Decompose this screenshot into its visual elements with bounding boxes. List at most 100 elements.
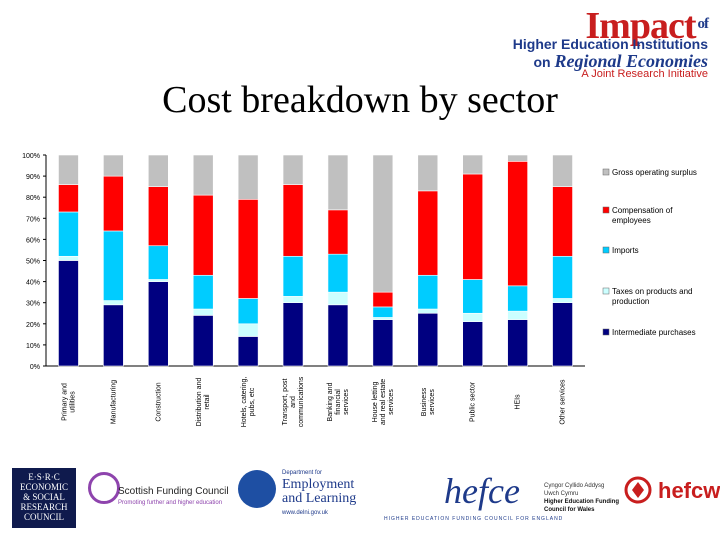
impact-logo: Impact of Higher Education Institutions o… <box>492 4 716 84</box>
x-tick-label: Primary andutilities <box>61 383 76 421</box>
bar-segment <box>417 154 439 192</box>
logo-line-regional: on Regional Economies <box>533 51 708 71</box>
bar-segment <box>237 298 259 325</box>
bar-segment <box>237 154 259 200</box>
x-tick-label: Banking andfinancialservices <box>327 382 350 421</box>
bar-segment <box>417 308 439 314</box>
bar-segment <box>103 304 124 367</box>
x-tick-label: Public sector <box>470 381 477 422</box>
bar-segment <box>237 199 259 299</box>
bar-segment <box>327 154 349 211</box>
bar-segment <box>372 154 394 293</box>
bar-segment <box>147 186 169 247</box>
hefce-wordmark: hefce <box>444 471 520 511</box>
bar-segment <box>552 154 573 187</box>
del-globe-icon <box>238 470 276 508</box>
bar-segment <box>237 323 259 337</box>
y-tick-label: 20% <box>26 322 40 329</box>
bar-segment <box>147 279 169 282</box>
bar-segment <box>103 175 124 232</box>
hefcw-logo: Cyngor Cyllido Addysg Uwch Cymru Higher E… <box>540 468 720 528</box>
bar-segment <box>552 302 573 367</box>
sfc-ring-icon <box>88 472 120 504</box>
bar-segment <box>192 274 214 310</box>
bar-segment <box>58 260 79 367</box>
sfc-name: Scottish Funding Council <box>118 486 229 497</box>
legend-swatch <box>602 168 610 176</box>
bar-segment <box>552 186 573 257</box>
y-tick-label: 30% <box>26 301 40 308</box>
bar-segment <box>507 154 528 162</box>
legend-swatch <box>602 246 610 254</box>
bar-segment <box>192 154 214 196</box>
bar-segment <box>192 315 214 367</box>
bar-segment <box>417 274 439 310</box>
bar-segment <box>327 209 349 255</box>
hefcw-welsh-name: Cyngor Cyllido Addysg Uwch Cymru <box>544 483 605 497</box>
cost-breakdown-chart: 0% 10% 20% 30% 40% 50% 60% 70% 80% 90% 100% Primary… <box>22 153 697 428</box>
legend-label: Imports <box>612 246 639 255</box>
bar-segment <box>192 308 214 316</box>
y-tick-label: 10% <box>26 343 40 350</box>
x-tick-label: Businessservices <box>421 387 436 416</box>
esrc-line: RESEARCH <box>20 502 68 512</box>
bar-segment <box>417 312 439 367</box>
x-tick-label: Other services <box>560 379 567 425</box>
bar-segment <box>462 312 484 322</box>
y-tick-label: 60% <box>26 237 40 244</box>
esrc-line: E·S·R·C <box>28 472 60 482</box>
esrc-line: ECONOMIC <box>19 482 68 492</box>
bar-segment <box>462 321 484 367</box>
bar-segment <box>282 154 304 185</box>
x-tick-label: Construction <box>155 382 162 421</box>
esrc-line: & SOCIAL <box>23 492 65 502</box>
y-tick-label: 70% <box>26 216 40 223</box>
bar-segment <box>372 306 394 318</box>
hefce-fullname: HIGHER EDUCATION FUNDING COUNCIL FOR ENG… <box>384 516 564 522</box>
bar-segment <box>103 154 124 177</box>
x-tick-label: Transport, postandcommunications <box>282 376 305 427</box>
bar-segment <box>192 194 214 276</box>
bar-segment <box>462 279 484 314</box>
logo-impact-word: Impact of <box>585 5 709 47</box>
logo-line-institutions: Higher Education Institutions <box>512 36 708 52</box>
hefce-logo: hefce HIGHER EDUCATION FUNDING COUNCIL F… <box>384 468 562 528</box>
legend-label: Compensation of employees <box>612 206 673 225</box>
sfc-logo: Scottish Funding Council Promoting furth… <box>86 468 229 528</box>
bar-segment <box>417 190 439 276</box>
bar-segment <box>282 184 304 257</box>
hefcw-wordmark: hefcw <box>658 478 720 503</box>
bar-segment <box>103 230 124 301</box>
bar-segment <box>552 298 573 303</box>
bar-segment <box>237 336 259 367</box>
y-tick-label: 80% <box>26 195 40 202</box>
bar-segment <box>58 255 79 261</box>
del-dept-label: Department for <box>282 470 323 476</box>
legend-swatch <box>602 206 610 214</box>
bar-segment <box>282 296 304 303</box>
bar-segment <box>147 154 169 187</box>
bar-segment <box>327 304 349 367</box>
bar-segment <box>507 161 528 287</box>
sfc-tagline: Promoting further and higher education <box>118 500 223 506</box>
legend-swatch <box>602 287 610 295</box>
bar-segment <box>147 281 169 367</box>
bar-segment <box>372 317 394 320</box>
bar-segment <box>282 255 304 297</box>
bar-segment <box>462 173 484 280</box>
bar-segment <box>147 245 169 280</box>
legend-label: Taxes on products and production <box>612 287 693 306</box>
y-tick-label: 90% <box>26 174 40 181</box>
x-tick-label: Hotels, catering,pubs, etc <box>241 377 256 428</box>
bar-segment <box>103 300 124 306</box>
logo-line-initiative: A Joint Research Initiative <box>581 68 708 80</box>
bar-segment <box>372 319 394 367</box>
esrc-logo: E·S·R·C ECONOMIC & SOCIAL RESEARCH COUNC… <box>12 468 76 528</box>
bar-segment <box>507 285 528 312</box>
hefcw-emblem-icon <box>624 476 652 504</box>
y-tick-label: 0% <box>30 364 40 371</box>
bar-segment <box>282 302 304 367</box>
x-tick-label: Distribution andretail <box>196 378 211 427</box>
x-tick-label: HEIs <box>515 394 522 410</box>
esrc-line: COUNCIL <box>24 512 64 522</box>
